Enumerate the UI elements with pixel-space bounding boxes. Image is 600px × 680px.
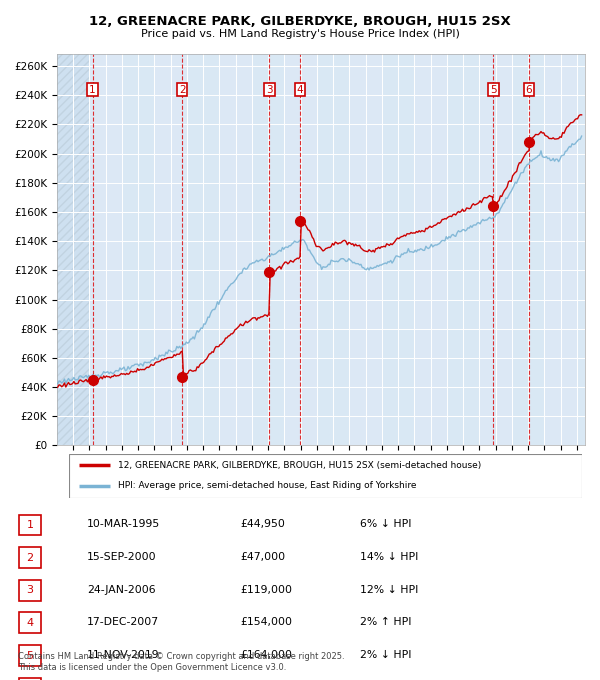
Bar xyxy=(317,54,349,445)
Text: 4: 4 xyxy=(297,84,304,95)
Text: 2: 2 xyxy=(179,84,185,95)
Text: 24-JAN-2006: 24-JAN-2006 xyxy=(87,585,155,594)
Bar xyxy=(512,54,544,445)
Text: 5: 5 xyxy=(26,651,34,660)
Text: 15-SEP-2000: 15-SEP-2000 xyxy=(87,552,157,562)
Text: £44,950: £44,950 xyxy=(240,520,285,529)
Bar xyxy=(57,54,89,445)
Bar xyxy=(252,54,284,445)
Text: 2% ↑ HPI: 2% ↑ HPI xyxy=(360,617,412,627)
Text: £164,000: £164,000 xyxy=(240,650,292,660)
FancyBboxPatch shape xyxy=(19,678,41,680)
Text: Price paid vs. HM Land Registry's House Price Index (HPI): Price paid vs. HM Land Registry's House … xyxy=(140,29,460,39)
Text: 14% ↓ HPI: 14% ↓ HPI xyxy=(360,552,418,562)
Bar xyxy=(382,54,415,445)
Text: 4: 4 xyxy=(26,618,34,628)
Text: 3: 3 xyxy=(266,84,272,95)
Text: HPI: Average price, semi-detached house, East Riding of Yorkshire: HPI: Average price, semi-detached house,… xyxy=(118,481,416,490)
Text: 2: 2 xyxy=(26,553,34,562)
FancyBboxPatch shape xyxy=(19,547,41,568)
Text: 6% ↓ HPI: 6% ↓ HPI xyxy=(360,520,412,529)
Text: 12, GREENACRE PARK, GILBERDYKE, BROUGH, HU15 2SX: 12, GREENACRE PARK, GILBERDYKE, BROUGH, … xyxy=(89,15,511,28)
Text: 12% ↓ HPI: 12% ↓ HPI xyxy=(360,585,418,594)
FancyBboxPatch shape xyxy=(19,515,41,535)
Text: 11-NOV-2019: 11-NOV-2019 xyxy=(87,650,160,660)
Text: 2% ↓ HPI: 2% ↓ HPI xyxy=(360,650,412,660)
FancyBboxPatch shape xyxy=(69,454,582,498)
Bar xyxy=(187,54,220,445)
Text: £47,000: £47,000 xyxy=(240,552,285,562)
FancyBboxPatch shape xyxy=(19,645,41,666)
Text: 1: 1 xyxy=(26,520,34,530)
Bar xyxy=(57,54,89,445)
Text: 3: 3 xyxy=(26,585,34,595)
Text: 17-DEC-2007: 17-DEC-2007 xyxy=(87,617,159,627)
Bar xyxy=(447,54,479,445)
Text: £154,000: £154,000 xyxy=(240,617,292,627)
Text: £119,000: £119,000 xyxy=(240,585,292,594)
Bar xyxy=(122,54,154,445)
Bar xyxy=(577,54,600,445)
Text: 10-MAR-1995: 10-MAR-1995 xyxy=(87,520,160,529)
FancyBboxPatch shape xyxy=(19,613,41,633)
Text: 5: 5 xyxy=(490,84,497,95)
Text: 1: 1 xyxy=(89,84,96,95)
Text: 6: 6 xyxy=(526,84,532,95)
Text: 12, GREENACRE PARK, GILBERDYKE, BROUGH, HU15 2SX (semi-detached house): 12, GREENACRE PARK, GILBERDYKE, BROUGH, … xyxy=(118,461,481,470)
FancyBboxPatch shape xyxy=(19,580,41,600)
Text: Contains HM Land Registry data © Crown copyright and database right 2025.
This d: Contains HM Land Registry data © Crown c… xyxy=(18,652,344,672)
